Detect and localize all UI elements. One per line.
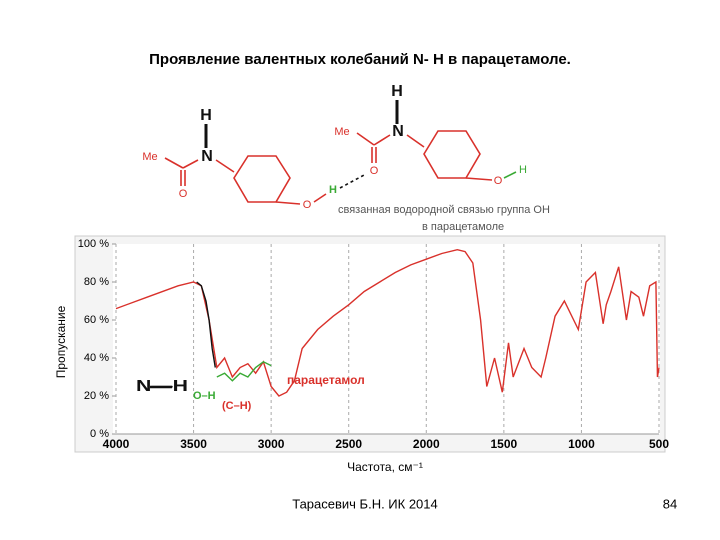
structures [164, 100, 517, 205]
atom-label: O [494, 175, 503, 187]
x-tick-label: 4000 [103, 437, 130, 451]
atom-label: Me [142, 151, 157, 163]
y-tick-label: 20 % [84, 390, 109, 402]
bond [356, 132, 375, 146]
y-tick-label: 80 % [84, 276, 109, 288]
h-bond [339, 173, 367, 189]
x-tick-label: 2500 [335, 437, 362, 451]
atom-label: O [179, 188, 188, 200]
bond [182, 159, 199, 169]
annotation: (C–H) [222, 400, 252, 412]
bond [465, 177, 493, 181]
plot-area [113, 244, 660, 434]
bond [503, 171, 517, 179]
spectrum-line [216, 360, 272, 382]
ring [423, 130, 481, 179]
spectrum-line [196, 281, 216, 368]
slide-title: Проявление валентных колебаний N- H в па… [149, 51, 571, 68]
atom-label: H [329, 184, 337, 196]
x-tick-label: 1500 [491, 437, 518, 451]
y-tick-label: 0 % [90, 428, 109, 440]
atom-label: Me [334, 126, 349, 138]
bond [373, 134, 391, 146]
structure-note: связанная водородной связью группа ОН [338, 204, 550, 216]
y-tick-label: 100 % [78, 238, 109, 250]
atom-label: O [370, 165, 379, 177]
footer: Тарасевич Б.Н. ИК 2014 [292, 496, 438, 511]
x-axis-label: Частота, см⁻¹ [347, 460, 423, 474]
atom-label: O [303, 199, 312, 211]
legend-label: O–H [193, 390, 216, 402]
atom-label: H [391, 83, 403, 100]
page-number: 84 [663, 496, 677, 511]
x-tick-label: 3500 [180, 437, 207, 451]
x-tick-label: 3000 [258, 437, 285, 451]
atom-label: H [519, 164, 527, 176]
bond [275, 201, 301, 205]
atom-label: N [392, 123, 404, 140]
legend-label: парацетамол [287, 373, 365, 387]
x-tick-label: 500 [649, 437, 669, 451]
y-axis-label: Пропускание [54, 305, 68, 378]
y-tick-label: 40 % [84, 352, 109, 364]
bond [313, 193, 327, 203]
ring [233, 155, 291, 203]
atom-label: N [201, 148, 213, 165]
bond [164, 157, 184, 169]
y-tick-label: 60 % [84, 314, 109, 326]
spectrum-line [115, 248, 660, 397]
atom-label: H [200, 107, 212, 124]
structure-note: в парацетамоле [422, 221, 504, 233]
x-tick-label: 2000 [413, 437, 440, 451]
bond [215, 159, 235, 173]
legend-label: N—H [136, 378, 188, 395]
bond [406, 134, 425, 148]
x-tick-label: 1000 [568, 437, 595, 451]
